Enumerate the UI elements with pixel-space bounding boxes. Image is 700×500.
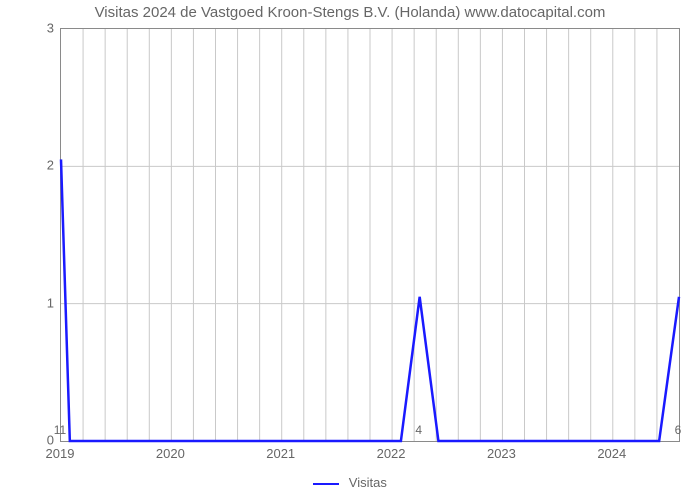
legend: Visitas — [0, 475, 700, 490]
y-tick-label: 3 — [47, 21, 54, 36]
plot-area — [60, 28, 680, 442]
chart-svg — [61, 29, 679, 441]
chart-title: Visitas 2024 de Vastgoed Kroon-Stengs B.… — [0, 4, 700, 21]
x-tick-label: 2023 — [487, 446, 516, 461]
y-tick-label: 1 — [47, 295, 54, 310]
x-tick-label: 2021 — [266, 446, 295, 461]
legend-swatch — [313, 483, 339, 485]
legend-label: Visitas — [349, 475, 387, 490]
x-tick-label: 2020 — [156, 446, 185, 461]
data-point-label: 6 — [675, 423, 682, 437]
data-point-label: 11 — [54, 423, 66, 437]
visits-chart: Visitas 2024 de Vastgoed Kroon-Stengs B.… — [0, 0, 700, 500]
x-tick-label: 2022 — [377, 446, 406, 461]
x-tick-label: 2019 — [46, 446, 75, 461]
data-point-label: 4 — [415, 423, 422, 437]
x-tick-label: 2024 — [597, 446, 626, 461]
y-tick-label: 2 — [47, 158, 54, 173]
